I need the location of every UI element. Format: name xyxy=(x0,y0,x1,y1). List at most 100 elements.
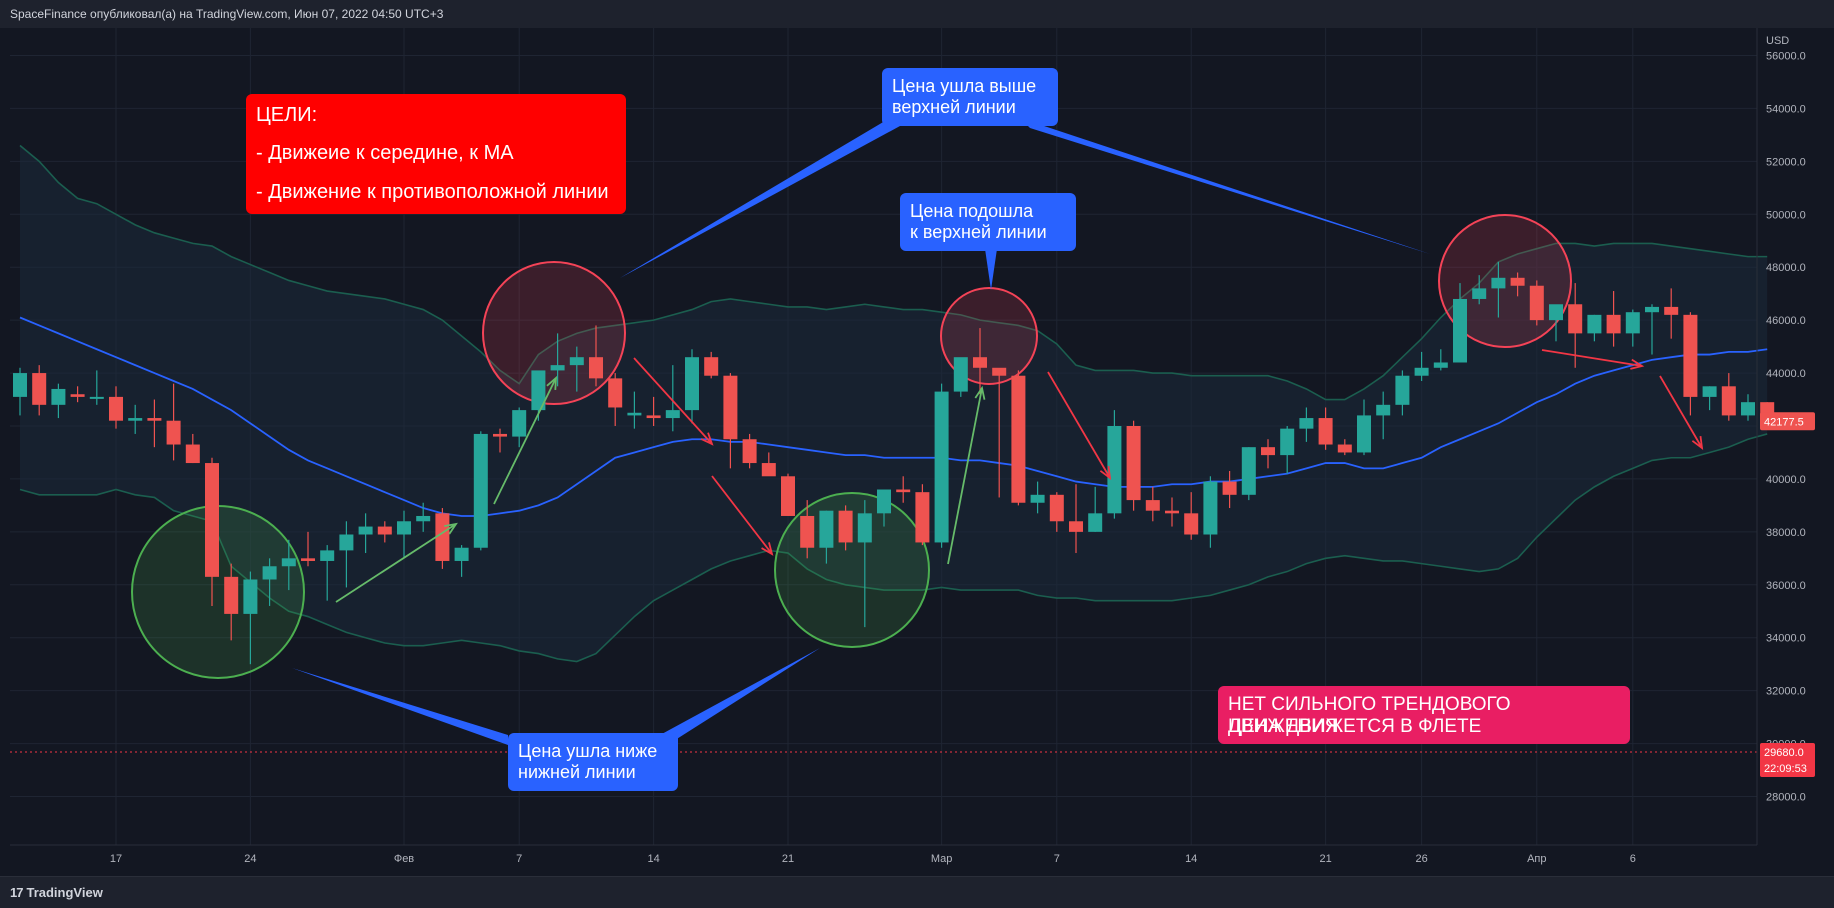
candle[interactable] xyxy=(1664,288,1679,339)
candle[interactable] xyxy=(723,373,738,469)
candle[interactable] xyxy=(877,489,891,527)
candle[interactable] xyxy=(1568,283,1583,368)
candle[interactable] xyxy=(473,431,488,551)
candle[interactable] xyxy=(915,484,930,546)
candle[interactable] xyxy=(973,328,987,395)
candle[interactable] xyxy=(397,510,411,559)
candle[interactable] xyxy=(1472,275,1487,305)
candle[interactable] xyxy=(1030,481,1045,514)
candle[interactable] xyxy=(685,349,699,424)
candle[interactable] xyxy=(550,333,565,387)
candle[interactable] xyxy=(1299,407,1314,442)
candle[interactable] xyxy=(339,521,354,588)
candle[interactable] xyxy=(1318,407,1333,450)
candle[interactable] xyxy=(262,558,277,606)
candle[interactable] xyxy=(243,571,258,665)
candle[interactable] xyxy=(224,563,239,641)
price-axis[interactable]: USD28000.030000.032000.034000.036000.038… xyxy=(1760,35,1815,804)
candle[interactable] xyxy=(1241,447,1256,501)
candle[interactable] xyxy=(1357,399,1371,456)
candle[interactable] xyxy=(377,521,392,543)
candle[interactable] xyxy=(1625,309,1640,347)
candle[interactable] xyxy=(1184,492,1199,540)
candle[interactable] xyxy=(416,502,431,532)
candle[interactable] xyxy=(838,505,853,551)
candle[interactable] xyxy=(934,383,949,548)
candle[interactable] xyxy=(493,428,507,453)
candle-body xyxy=(358,526,373,535)
candle[interactable] xyxy=(704,351,719,379)
candle[interactable] xyxy=(953,357,968,397)
candle[interactable] xyxy=(781,473,795,516)
candle[interactable] xyxy=(819,510,834,564)
candle[interactable] xyxy=(1261,439,1275,469)
candle[interactable] xyxy=(1222,470,1237,509)
candle[interactable] xyxy=(1702,386,1717,411)
candle[interactable] xyxy=(89,370,104,405)
candle[interactable] xyxy=(1414,351,1429,382)
candle[interactable] xyxy=(896,476,911,503)
candle[interactable] xyxy=(358,513,373,554)
tradingview-logo[interactable]: 17 TradingView xyxy=(10,885,103,900)
candle[interactable] xyxy=(32,365,47,416)
pointer-above-upper-right xyxy=(1020,118,1430,254)
candle[interactable] xyxy=(569,346,584,392)
candle[interactable] xyxy=(857,500,872,628)
candle[interactable] xyxy=(1203,476,1218,548)
time-axis[interactable]: 17 24 Фев 7 14 21 Мар 7 14 21 26 Апр 6 xyxy=(110,853,1636,865)
candle[interactable] xyxy=(1069,484,1083,554)
candle[interactable] xyxy=(608,373,623,426)
candle[interactable] xyxy=(1741,394,1755,421)
candle[interactable] xyxy=(1721,373,1736,421)
candle[interactable] xyxy=(992,367,1007,498)
candle[interactable] xyxy=(665,365,680,432)
candle[interactable] xyxy=(512,407,527,448)
candle[interactable] xyxy=(761,452,776,477)
candle[interactable] xyxy=(589,325,603,387)
candle[interactable] xyxy=(51,383,66,419)
candle[interactable] xyxy=(1549,304,1563,342)
candle[interactable] xyxy=(320,545,335,601)
candle[interactable] xyxy=(1088,486,1103,532)
candle[interactable] xyxy=(627,391,642,429)
candle[interactable] xyxy=(454,545,469,577)
candle[interactable] xyxy=(742,433,757,469)
candle-body xyxy=(1433,362,1448,368)
candle[interactable] xyxy=(1587,314,1602,342)
candle[interactable] xyxy=(1145,486,1160,522)
candle[interactable] xyxy=(1395,370,1410,416)
candle[interactable] xyxy=(1049,492,1064,532)
candle-body xyxy=(339,534,354,551)
candle[interactable] xyxy=(13,367,27,416)
candle[interactable] xyxy=(281,539,296,591)
candle[interactable] xyxy=(1529,280,1544,326)
candle[interactable] xyxy=(109,386,123,429)
candle[interactable] xyxy=(1683,312,1698,416)
candle[interactable] xyxy=(147,399,162,448)
candle[interactable] xyxy=(1645,304,1659,355)
candle[interactable] xyxy=(1376,391,1391,440)
candle[interactable] xyxy=(1433,349,1448,371)
candle[interactable] xyxy=(1107,410,1122,519)
candle[interactable] xyxy=(1165,497,1179,527)
candle[interactable] xyxy=(70,386,85,403)
candle[interactable] xyxy=(185,433,200,464)
candle[interactable] xyxy=(646,396,661,426)
candle[interactable] xyxy=(1453,283,1467,363)
time-tick-label: 14 xyxy=(647,853,659,865)
candle[interactable] xyxy=(205,457,219,606)
candle[interactable] xyxy=(1491,261,1506,318)
candle[interactable] xyxy=(800,500,815,559)
candle-body xyxy=(1049,494,1064,522)
candle[interactable] xyxy=(166,383,181,461)
candle[interactable] xyxy=(301,531,315,567)
candle[interactable] xyxy=(128,404,143,434)
candle-body xyxy=(838,510,853,543)
candle[interactable] xyxy=(1510,272,1525,297)
candle[interactable] xyxy=(1126,420,1141,511)
candle[interactable] xyxy=(1606,291,1621,347)
candle[interactable] xyxy=(1280,426,1295,474)
candle[interactable] xyxy=(435,508,450,569)
candle[interactable] xyxy=(1011,370,1026,506)
candle[interactable] xyxy=(1337,439,1352,456)
